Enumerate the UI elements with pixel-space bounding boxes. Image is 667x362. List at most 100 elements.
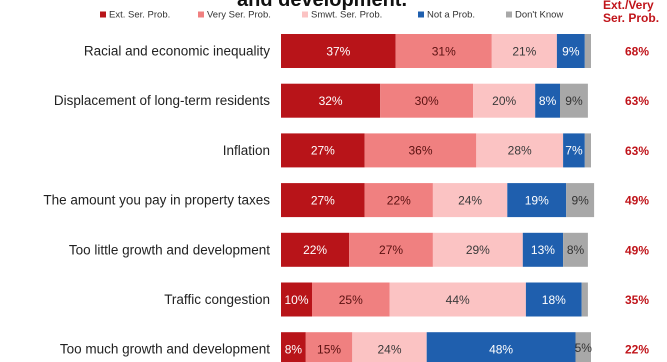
bar-segment-ext-ser-prob bbox=[281, 34, 396, 68]
legend-label: Don't Know bbox=[515, 10, 563, 21]
legend-swatch bbox=[198, 11, 204, 18]
bar-value-label: 29% bbox=[466, 243, 490, 257]
bar-segment-not-a-prob bbox=[522, 232, 564, 267]
bar-value-label: 21% bbox=[512, 44, 536, 58]
legend-swatch bbox=[100, 11, 106, 18]
bar-segment-not-a-prob bbox=[507, 183, 567, 218]
category-label: Inflation bbox=[223, 143, 270, 158]
legend-item-smwt-ser-prob: Smwt. Ser. Prob. bbox=[302, 10, 382, 21]
bar-area: 37% 31% 21% 9%32% 30% 20% 8% 9%27% 36% 28% 7%27% 22… bbox=[281, 34, 595, 362]
total-header-line: Ext./Very bbox=[603, 0, 654, 12]
bar-row-too-much-growth-and-development: 8% 15% 24% 48% 5% bbox=[281, 332, 592, 362]
legend-item-very-ser-prob: Very Ser. Prob. bbox=[198, 10, 271, 21]
bar-row-racial-and-economic-inequality: 37% 31% 21% 9% bbox=[281, 34, 591, 68]
chart-legend: Ext. Ser. Prob. Very Ser. Prob. Smwt. Ser.… bbox=[100, 10, 563, 21]
category-labels: Racial and economic inequality Displaceme… bbox=[43, 44, 270, 357]
bar-segment-very-ser-prob bbox=[364, 183, 433, 218]
total-value: 35% bbox=[625, 293, 649, 307]
total-value: 22% bbox=[625, 343, 649, 357]
bar-value-label: 8% bbox=[285, 343, 303, 357]
bar-value-label: 44% bbox=[446, 293, 470, 307]
bar-segment-not-a-prob bbox=[563, 133, 585, 168]
bar-value-label: 8% bbox=[567, 243, 585, 257]
legend-item-don-t-know: Don't Know bbox=[506, 10, 563, 21]
bar-segment-smwt-ser-prob bbox=[432, 183, 508, 218]
bar-segment-smwt-ser-prob bbox=[352, 332, 427, 362]
total-value: 63% bbox=[625, 144, 649, 158]
legend-swatch bbox=[418, 11, 424, 18]
bar-segment-very-ser-prob bbox=[312, 282, 390, 317]
bar-value-label: 5% bbox=[575, 341, 593, 355]
bar-value-label: 10% bbox=[284, 293, 308, 307]
bar-value-label: 27% bbox=[311, 193, 335, 207]
bar-segment-don-t-know bbox=[575, 332, 591, 362]
total-value: 49% bbox=[625, 243, 649, 257]
bar-segment-very-ser-prob bbox=[380, 83, 474, 118]
total-column: 68% 63% 63% 49% 49% 35% 22% bbox=[625, 45, 649, 357]
bar-segment-ext-ser-prob bbox=[281, 83, 381, 118]
bar-value-label: 24% bbox=[377, 343, 401, 357]
total-value: 68% bbox=[625, 45, 649, 59]
bar-value-label: 24% bbox=[458, 193, 482, 207]
bar-value-label: 8% bbox=[539, 94, 557, 108]
bar-value-label: 22% bbox=[303, 243, 327, 257]
category-label: Too much growth and development bbox=[60, 342, 270, 357]
bar-value-label: 32% bbox=[319, 94, 343, 108]
bar-segment-don-t-know bbox=[563, 232, 588, 267]
bar-row-the-amount-you-pay-in-property-taxes: 27% 22% 24% 19% 9% bbox=[281, 183, 595, 218]
bar-row-too-little-growth-and-development: 22% 27% 29% 13% 8% bbox=[281, 232, 588, 267]
bar-segment-very-ser-prob bbox=[349, 232, 433, 267]
bar-segment-very-ser-prob bbox=[395, 34, 492, 68]
bar-segment-not-a-prob bbox=[535, 83, 560, 118]
bar-segment-smwt-ser-prob bbox=[476, 133, 564, 168]
bar-value-label: 28% bbox=[508, 144, 532, 158]
chart-title: and development. bbox=[237, 0, 407, 11]
bar-value-label: 15% bbox=[317, 343, 341, 357]
legend-label: Very Ser. Prob. bbox=[207, 10, 271, 21]
bar-segment-don-t-know bbox=[560, 83, 588, 118]
category-label: The amount you pay in property taxes bbox=[43, 193, 270, 208]
bar-value-label: 9% bbox=[562, 44, 580, 58]
legend-swatch bbox=[302, 11, 308, 18]
bar-value-label: 20% bbox=[492, 94, 516, 108]
bar-segment-don-t-know bbox=[584, 133, 591, 168]
bar-value-label: 9% bbox=[565, 94, 583, 108]
bar-segment-very-ser-prob bbox=[305, 332, 353, 362]
legend-swatch bbox=[506, 11, 512, 18]
category-label: Traffic congestion bbox=[164, 292, 270, 307]
bar-segment-not-a-prob bbox=[556, 34, 585, 68]
bar-segment-don-t-know bbox=[581, 282, 588, 317]
bar-segment-ext-ser-prob bbox=[281, 133, 365, 168]
bar-segment-smwt-ser-prob bbox=[473, 83, 536, 118]
bar-value-label: 22% bbox=[387, 193, 411, 207]
bar-value-label: 27% bbox=[311, 144, 335, 158]
bar-segment-don-t-know bbox=[584, 34, 591, 68]
total-header-line: Ser. Prob. bbox=[603, 11, 659, 25]
bar-segment-smwt-ser-prob bbox=[432, 232, 523, 267]
bar-segment-don-t-know bbox=[566, 183, 595, 218]
total-value: 63% bbox=[625, 94, 649, 108]
bar-value-label: 48% bbox=[489, 343, 513, 357]
bar-segment-ext-ser-prob bbox=[281, 183, 365, 218]
bar-value-label: 7% bbox=[565, 144, 583, 158]
bar-row-inflation: 27% 36% 28% 7% bbox=[281, 133, 591, 168]
bar-value-label: 9% bbox=[571, 193, 589, 207]
legend-item-ext-ser-prob: Ext. Ser. Prob. bbox=[100, 10, 170, 21]
bar-value-label: 27% bbox=[379, 243, 403, 257]
bar-value-label: 25% bbox=[339, 293, 363, 307]
bar-value-label: 37% bbox=[326, 44, 350, 58]
legend-label: Ext. Ser. Prob. bbox=[109, 10, 170, 21]
bar-segment-ext-ser-prob bbox=[281, 332, 306, 362]
bar-value-label: 31% bbox=[432, 44, 456, 58]
bar-segment-very-ser-prob bbox=[364, 133, 477, 168]
category-label: Racial and economic inequality bbox=[84, 44, 270, 59]
bar-segment-ext-ser-prob bbox=[281, 232, 350, 267]
legend-item-not-a-prob: Not a Prob. bbox=[418, 10, 475, 21]
legend-label: Smwt. Ser. Prob. bbox=[311, 10, 382, 21]
bar-segment-smwt-ser-prob bbox=[389, 282, 526, 317]
bar-row-displacement-of-long-term-residents: 32% 30% 20% 8% 9% bbox=[281, 83, 588, 118]
legend-label: Not a Prob. bbox=[427, 10, 475, 21]
category-label: Too little growth and development bbox=[69, 242, 270, 257]
